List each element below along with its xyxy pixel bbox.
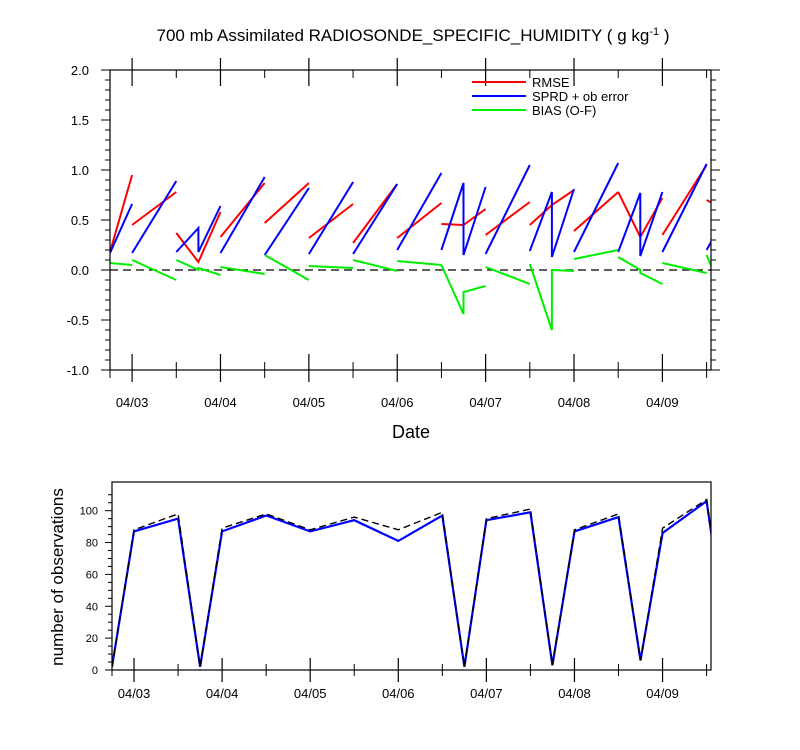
series-bias-segment	[662, 262, 707, 274]
series-sprd-segment	[528, 188, 575, 258]
series-rmse-segment	[706, 199, 711, 204]
series-sprd-segment	[573, 162, 620, 253]
x-tick-label: 04/03	[116, 395, 149, 410]
series-sprd-segment	[175, 205, 222, 253]
series-rmse-segment	[308, 203, 354, 239]
series-bias-segment	[485, 266, 531, 285]
y-tick-label: 0.5	[71, 213, 89, 228]
series-bias-segment	[573, 249, 619, 260]
legend-rmse-label: RMSE	[532, 75, 570, 90]
obs-y-tick-label: 0	[92, 665, 98, 677]
chart-title-exponent: -1	[649, 26, 659, 38]
x-tick-label: 04/09	[646, 395, 679, 410]
series-bias-segment	[175, 259, 221, 276]
series-bias-segment	[705, 254, 711, 269]
plot-frame	[109, 69, 712, 371]
legend-sprd-label: SPRD + ob error	[532, 89, 629, 104]
obs-x-tick-label: 04/05	[294, 686, 327, 701]
y-tick-label: -0.5	[67, 313, 89, 328]
series-bias-segment	[220, 266, 265, 275]
y-tick-label: 1.5	[71, 113, 89, 128]
obs-x-tick-label: 04/07	[470, 686, 503, 701]
obs-dashed-line	[112, 498, 711, 667]
y-tick-label: 1.0	[71, 163, 89, 178]
bottom-chart: 0 20 40 60 80 100 04/03 04/04 04/05 04/06 04/07 04/…	[48, 481, 712, 701]
obs-x-tick-label: 04/08	[558, 686, 591, 701]
series-rmse-segment	[573, 191, 619, 232]
chart-title: 700 mb Assimilated RADIOSONDE_SPECIFIC_H…	[157, 26, 670, 45]
series-bias-segment	[440, 264, 486, 315]
series-rmse-segment	[131, 191, 177, 226]
series-bias-segment	[352, 259, 398, 272]
obs-x-tick-label: 04/06	[382, 686, 415, 701]
series-group	[110, 162, 711, 331]
series-rmse-segment	[396, 202, 443, 239]
chart-title-main: 700 mb Assimilated RADIOSONDE_SPECIFIC_H…	[157, 26, 650, 45]
series-sprd-segment	[110, 203, 134, 254]
series-rmse-segment	[219, 182, 266, 238]
obs-y-tick-label: 60	[86, 569, 98, 581]
obs-series-group	[112, 498, 711, 667]
chart-title-close: )	[659, 26, 669, 45]
x-tick-label: 04/05	[293, 395, 326, 410]
x-tick-label: 04/06	[381, 395, 414, 410]
x-tick-label: 04/04	[204, 395, 237, 410]
obs-y-tick-label: 80	[86, 538, 98, 550]
series-sprd-segment	[705, 239, 711, 251]
series-sprd-segment	[131, 180, 178, 254]
series-bias-segment	[110, 262, 133, 266]
y-tick-label: 0.0	[71, 263, 89, 278]
series-bias-segment	[308, 265, 354, 269]
obs-x-tick-label: 04/09	[646, 686, 679, 701]
series-sprd-segment	[484, 164, 531, 255]
series-bias-segment	[528, 263, 575, 331]
series-sprd-segment	[440, 182, 487, 256]
x-tick-label: 04/08	[558, 395, 591, 410]
series-sprd-segment	[219, 176, 266, 254]
legend-bias-label: BIAS (O-F)	[532, 103, 596, 118]
obs-plot-frame	[111, 481, 712, 671]
obs-y-axis-label: number of observations	[48, 488, 67, 666]
obs-x-tick-label: 04/03	[118, 686, 151, 701]
series-bias-segment	[264, 254, 310, 281]
series-sprd-segment	[263, 187, 310, 256]
series-rmse-segment	[485, 201, 531, 236]
series-bias-segment	[131, 259, 177, 281]
obs-x-tick-label: 04/04	[206, 686, 239, 701]
series-bias-segment	[397, 260, 442, 266]
series-sprd-segment	[352, 183, 399, 255]
series-sprd-segment	[661, 163, 708, 253]
x-tick-label: 04/07	[469, 395, 502, 410]
obs-y-tick-label: 100	[80, 506, 98, 518]
y-tick-label: -1.0	[67, 363, 89, 378]
series-sprd-segment	[617, 191, 664, 257]
series-rmse-segment	[264, 182, 310, 224]
series-sprd-segment	[396, 172, 443, 251]
series-bias-segment	[617, 256, 663, 285]
y-tick-label: 2.0	[71, 63, 89, 78]
x-axis-label: Date	[392, 422, 430, 442]
obs-y-tick-label: 20	[86, 633, 98, 645]
series-rmse-segment	[110, 174, 134, 253]
top-chart: 700 mb Assimilated RADIOSONDE_SPECIFIC_H…	[67, 26, 720, 442]
obs-y-tick-label: 40	[86, 601, 98, 613]
series-sprd-segment	[308, 181, 354, 255]
